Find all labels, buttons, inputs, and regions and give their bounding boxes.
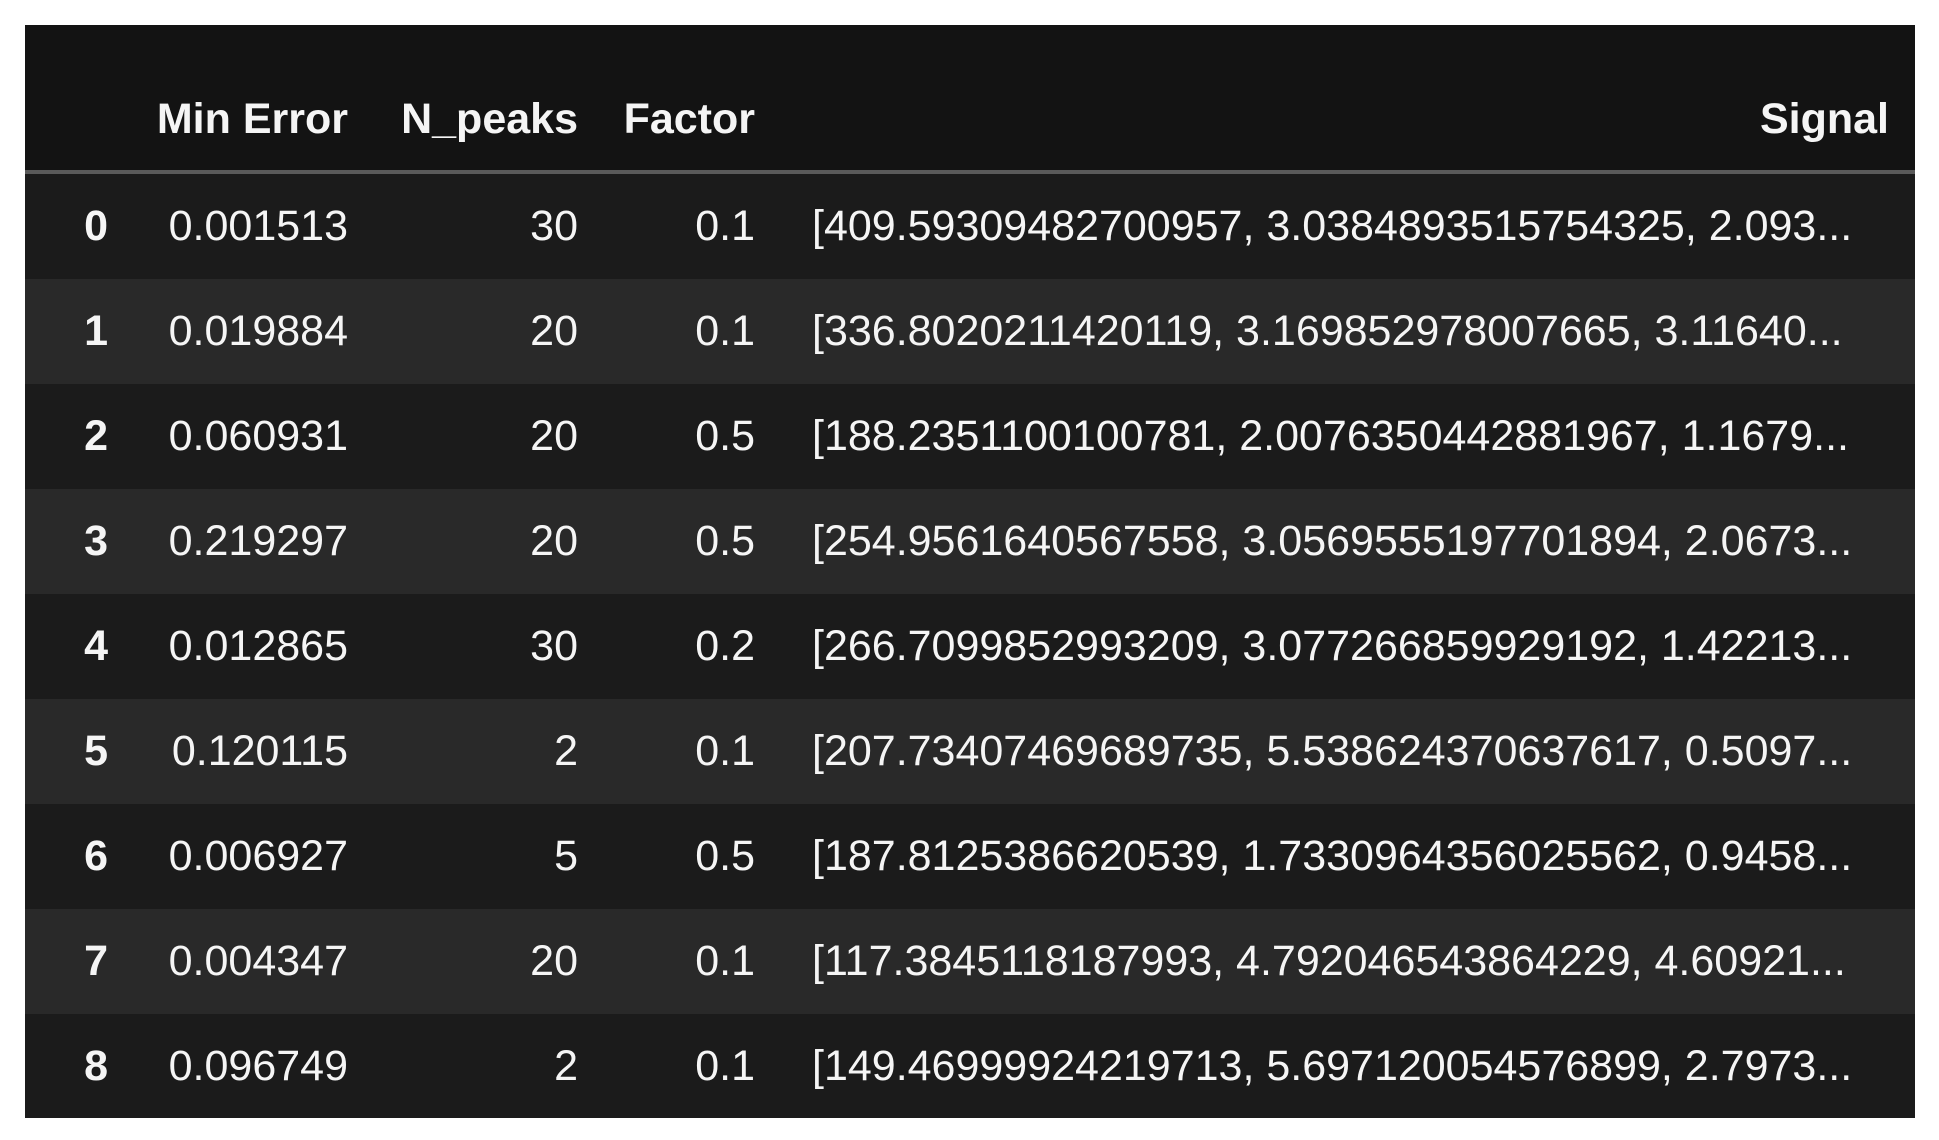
factor-cell: 0.1	[695, 727, 755, 775]
row-index-cell: 0	[84, 202, 108, 250]
row-index-cell: 8	[84, 1042, 108, 1090]
row-index-cell: 1	[84, 307, 108, 355]
signal-cell: [117.3845118187993, 4.792046543864229, 4…	[812, 937, 1846, 985]
table-row: 2 0.060931 20 0.5 [188.2351100100781, 2.0076…	[25, 384, 1915, 489]
table-row: 1 0.019884 20 0.1 [336.8020211420119, 3.1698…	[25, 279, 1915, 384]
n-peaks-cell: 30	[530, 202, 578, 250]
n-peaks-cell: 20	[530, 517, 578, 565]
table-body: 0 0.001513 30 0.1 [409.59309482700957, 3.038…	[25, 172, 1915, 1118]
factor-cell: 0.1	[695, 937, 755, 985]
column-header-min-error: Min Error	[120, 25, 360, 174]
factor-cell: 0.1	[695, 1042, 755, 1090]
column-header-signal: Signal	[767, 25, 1915, 174]
column-header-index	[25, 25, 120, 174]
table-header: Min Error N_peaks Factor Signal	[25, 25, 1915, 174]
signal-cell: [188.2351100100781, 2.0076350442881967, …	[812, 412, 1849, 460]
row-index-cell: 2	[84, 412, 108, 460]
min-error-cell: 0.012865	[168, 622, 348, 670]
signal-cell: [207.73407469689735, 5.538624370637617, …	[812, 727, 1853, 775]
signal-cell: [149.46999924219713, 5.697120054576899, …	[812, 1042, 1853, 1090]
min-error-cell: 0.019884	[168, 307, 348, 355]
table-row: 3 0.219297 20 0.5 [254.9561640567558, 3.0569…	[25, 489, 1915, 594]
min-error-cell: 0.001513	[168, 202, 348, 250]
factor-cell: 0.1	[695, 202, 755, 250]
min-error-cell: 0.006927	[168, 832, 348, 880]
row-index-cell: 5	[84, 727, 108, 775]
row-index-cell: 6	[84, 832, 108, 880]
row-index-cell: 4	[84, 622, 108, 670]
column-header-n-peaks: N_peaks	[360, 25, 590, 174]
row-index-cell: 3	[84, 517, 108, 565]
column-header-factor: Factor	[590, 25, 767, 174]
n-peaks-cell: 20	[530, 412, 578, 460]
factor-cell: 0.5	[695, 412, 755, 460]
table-row: 4 0.012865 30 0.2 [266.7099852993209, 3.0772…	[25, 594, 1915, 699]
min-error-cell: 0.060931	[168, 412, 348, 460]
n-peaks-cell: 2	[554, 727, 578, 775]
table-row: 6 0.006927 5 0.5 [187.8125386620539, 1.73309…	[25, 804, 1915, 909]
min-error-cell: 0.120115	[171, 727, 348, 775]
factor-cell: 0.5	[695, 832, 755, 880]
signal-cell: [266.7099852993209, 3.077266859929192, 1…	[812, 622, 1853, 670]
n-peaks-cell: 5	[554, 832, 578, 880]
signal-cell: [336.8020211420119, 3.169852978007665, 3…	[812, 307, 1843, 355]
signal-cell: [187.8125386620539, 1.7330964356025562, …	[812, 832, 1853, 880]
n-peaks-cell: 30	[530, 622, 578, 670]
dataframe-table: Min Error N_peaks Factor Signal 0 0.00151…	[25, 25, 1915, 1118]
table-row: 7 0.004347 20 0.1 [117.3845118187993, 4.7920…	[25, 909, 1915, 1014]
n-peaks-cell: 20	[530, 307, 578, 355]
min-error-cell: 0.004347	[168, 937, 348, 985]
signal-cell: [254.9561640567558, 3.0569555197701894, …	[812, 517, 1853, 565]
signal-cell: [409.59309482700957, 3.0384893515754325,…	[812, 202, 1853, 250]
header-row: Min Error N_peaks Factor Signal	[25, 25, 1915, 174]
table-row: 5 0.120115 2 0.1 [207.73407469689735, 5.5386…	[25, 699, 1915, 804]
table-row: 0 0.001513 30 0.1 [409.59309482700957, 3.038…	[25, 172, 1915, 279]
factor-cell: 0.5	[695, 517, 755, 565]
dataframe-output-frame: Min Error N_peaks Factor Signal 0 0.00151…	[25, 25, 1915, 1118]
n-peaks-cell: 2	[554, 1042, 578, 1090]
min-error-cell: 0.096749	[168, 1042, 348, 1090]
n-peaks-cell: 20	[530, 937, 578, 985]
row-index-cell: 7	[84, 937, 108, 985]
factor-cell: 0.1	[695, 307, 755, 355]
min-error-cell: 0.219297	[168, 517, 348, 565]
factor-cell: 0.2	[695, 622, 755, 670]
table-row: 8 0.096749 2 0.1 [149.46999924219713, 5.6971…	[25, 1014, 1915, 1118]
